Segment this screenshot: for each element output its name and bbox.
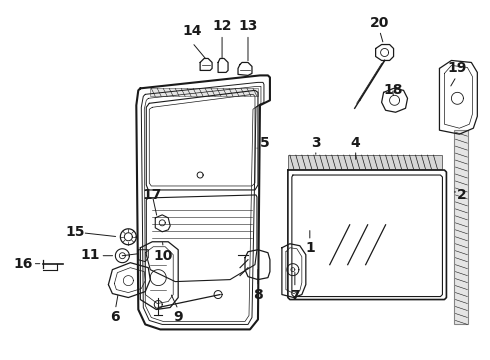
Text: 9: 9: [173, 310, 183, 324]
Text: 7: 7: [290, 289, 300, 302]
Text: 3: 3: [311, 136, 320, 150]
Text: 10: 10: [153, 249, 173, 263]
Bar: [288, 155, 442, 169]
Text: 5: 5: [260, 136, 270, 150]
Text: 8: 8: [253, 288, 263, 302]
Text: 20: 20: [370, 15, 389, 30]
Text: 15: 15: [66, 225, 85, 239]
Text: 4: 4: [351, 136, 361, 150]
Text: 13: 13: [238, 19, 258, 33]
Text: 2: 2: [457, 188, 466, 202]
Text: 18: 18: [384, 84, 403, 97]
Bar: [454, 130, 468, 324]
Text: 17: 17: [143, 188, 162, 202]
Text: 6: 6: [111, 310, 120, 324]
Bar: [150, 88, 258, 96]
Text: 11: 11: [81, 248, 100, 262]
Text: 19: 19: [448, 62, 467, 76]
Text: 12: 12: [212, 19, 232, 33]
Text: 1: 1: [305, 241, 315, 255]
Text: 14: 14: [182, 23, 202, 37]
Text: 16: 16: [13, 257, 32, 271]
